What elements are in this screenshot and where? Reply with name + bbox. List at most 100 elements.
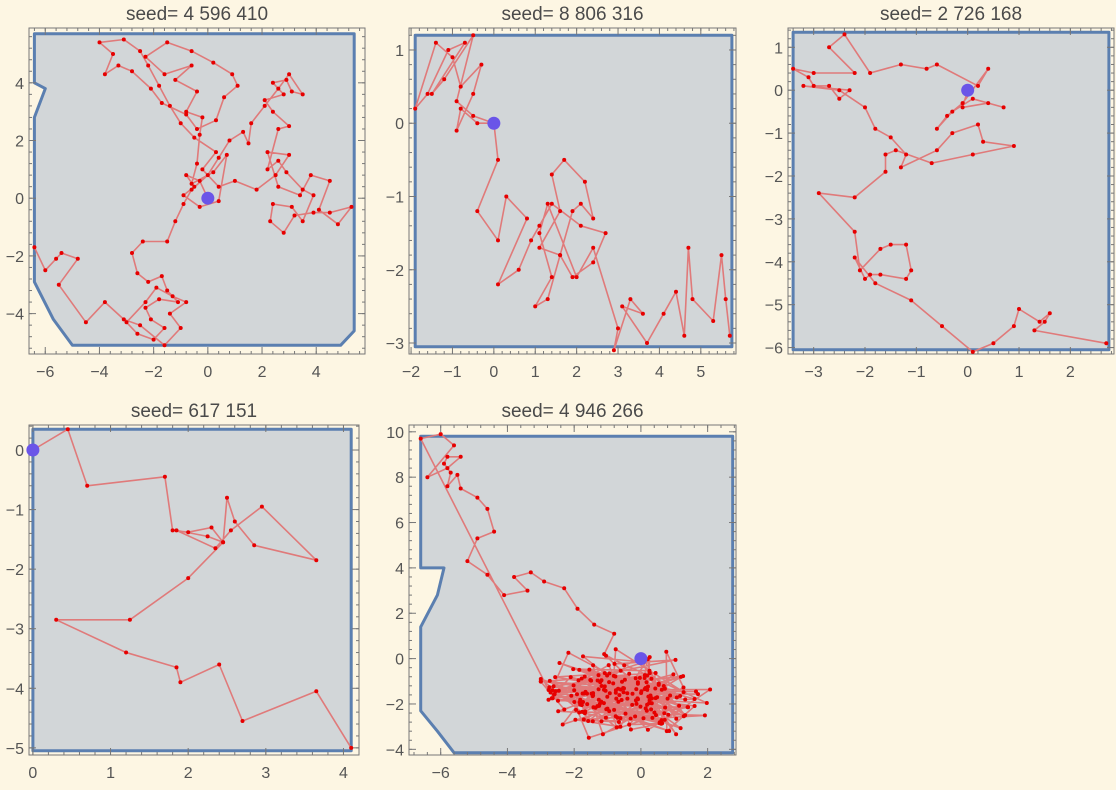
walk-point (349, 204, 354, 209)
walk-point (581, 654, 585, 659)
y-tick-label: 2 (15, 134, 24, 151)
y-tick-label: −4 (6, 307, 24, 324)
walk-point (121, 37, 126, 42)
origin-marker (634, 652, 648, 666)
y-tick-label: −2 (6, 562, 24, 579)
walk-point (611, 348, 616, 353)
y-tick-label: 1 (774, 40, 783, 57)
walk-point (649, 707, 654, 712)
walk-point (216, 184, 221, 189)
walk-point (627, 722, 632, 727)
walk-point (458, 454, 463, 459)
x-tick-label: 3 (614, 364, 623, 381)
walk-point (878, 272, 883, 277)
walk-point (583, 709, 588, 714)
walk-point (601, 701, 606, 706)
panel-title: seed= 4 946 266 (501, 401, 643, 422)
walk-point (550, 696, 555, 701)
walk-point (442, 461, 446, 466)
walk-point (102, 72, 107, 77)
walk-point (485, 506, 490, 511)
walk-point (287, 124, 292, 129)
walk-point (857, 268, 862, 273)
walk-point (607, 709, 612, 714)
walk-point (222, 95, 227, 100)
walk-point (475, 121, 480, 126)
walk-point (167, 103, 172, 108)
walk-point (702, 713, 707, 718)
walk-point (888, 135, 893, 140)
y-tick-label: 1 (395, 43, 404, 60)
walk-point (174, 528, 179, 533)
walk-point (647, 668, 652, 673)
walk-point (85, 483, 90, 488)
walk-point (652, 710, 657, 715)
walk-point (613, 674, 618, 679)
walk-point (934, 62, 939, 67)
walk-point (276, 158, 281, 163)
walk-point (674, 732, 679, 737)
walk-point (612, 661, 617, 666)
walk-point (216, 155, 221, 160)
walk-point (653, 671, 658, 675)
walk-point (575, 606, 580, 611)
walk-point (595, 704, 600, 709)
walk-point (471, 33, 476, 38)
walk-point (708, 687, 713, 692)
x-tick-label: 0 (636, 765, 645, 782)
walk-point (471, 113, 476, 118)
walk-point (558, 209, 563, 214)
walk-point (633, 698, 638, 703)
walk-point (485, 572, 490, 577)
walk-point (674, 716, 679, 721)
origin-marker (26, 443, 40, 457)
walk-point (413, 106, 418, 111)
walk-point (668, 693, 673, 698)
walk-point (178, 121, 183, 126)
walk-point (600, 732, 605, 737)
y-tick-label: 8 (395, 470, 404, 487)
walk-point (572, 688, 577, 693)
walk-point (637, 675, 642, 680)
walk-point (612, 631, 617, 636)
walk-point (585, 702, 590, 707)
walk-point (596, 673, 601, 678)
walk-point (232, 519, 237, 524)
walk-point (692, 704, 697, 708)
walk-point (184, 112, 189, 117)
walk-point (663, 705, 668, 710)
walk-point (192, 135, 197, 140)
walk-point (254, 187, 259, 192)
x-tick-label: 1 (531, 364, 540, 381)
walk-point (83, 320, 88, 325)
walk-point (454, 128, 459, 133)
walk-point (589, 678, 594, 683)
walk-point (504, 194, 509, 199)
x-tick-label: 1 (106, 765, 115, 782)
walk-point (252, 543, 257, 548)
walk-point (425, 91, 430, 96)
walk-point (454, 99, 459, 104)
panel-title: seed= 617 151 (131, 401, 257, 422)
walk-point (665, 696, 670, 701)
walk-point (671, 672, 676, 677)
walk-point (214, 150, 218, 155)
walk-point (151, 337, 156, 342)
x-tick-label: −1 (907, 364, 925, 381)
walk-point (102, 300, 107, 305)
panel-seed-4946266: −6 −4 −2 0 2 −4 −2 0 2 4 6 8 10 seed= 4 946 266 (386, 401, 737, 782)
boundary-region (31, 427, 353, 753)
walk-point (135, 271, 140, 276)
x-tick-label: 0 (963, 364, 972, 381)
walk-point (633, 714, 638, 719)
walk-point (146, 63, 151, 68)
walk-point (639, 689, 644, 694)
walk-point (445, 484, 450, 489)
walk-point (289, 204, 294, 209)
boundary-region (791, 30, 1111, 352)
walk-point (75, 256, 80, 261)
walk-point (950, 109, 955, 114)
x-tick-label: 1 (1015, 364, 1024, 381)
walk-point (270, 109, 275, 114)
walk-point (450, 55, 455, 60)
